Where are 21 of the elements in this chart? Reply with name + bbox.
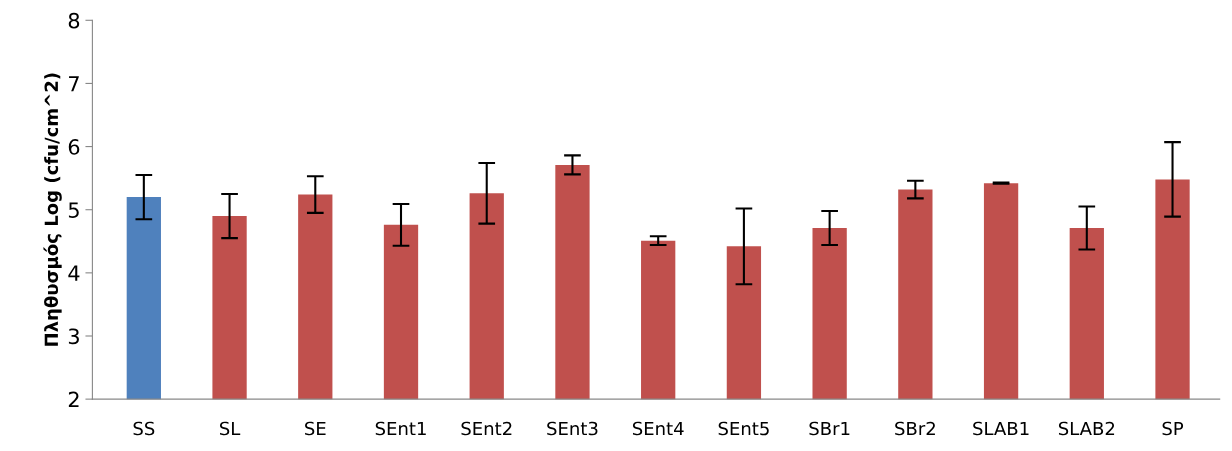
x-tick-label: SEnt4 [632, 421, 684, 436]
x-tick-label: SEnt3 [547, 421, 598, 436]
y-tick-label: 7 [69, 76, 79, 92]
x-tick-label: SEnt1 [375, 421, 426, 436]
x-tick-label: SEnt2 [461, 421, 512, 436]
x-tick-label: SLAB1 [973, 421, 1029, 436]
y-tick-label: 5 [68, 202, 79, 218]
x-tick-label: SE [305, 421, 326, 436]
y-axis-title: Πληθυσμός Log (cfu/cm^2) [43, 73, 62, 346]
y-tick-label: 6 [68, 139, 80, 155]
x-tick-label: SBr1 [809, 421, 850, 436]
x-tick-label: SEnt5 [718, 421, 769, 436]
y-tick-label: 4 [68, 265, 80, 281]
x-tick-label: SLAB2 [1058, 421, 1115, 436]
y-tick-label: 3 [68, 328, 79, 345]
y-tick-label: 8 [68, 12, 80, 29]
x-tick-label: SP [1162, 421, 1184, 436]
x-tick-label: SS [133, 421, 155, 436]
x-tick-label: SL [219, 421, 241, 436]
x-tick-label: SBr2 [895, 421, 935, 436]
y-tick-label: 2 [68, 391, 79, 408]
